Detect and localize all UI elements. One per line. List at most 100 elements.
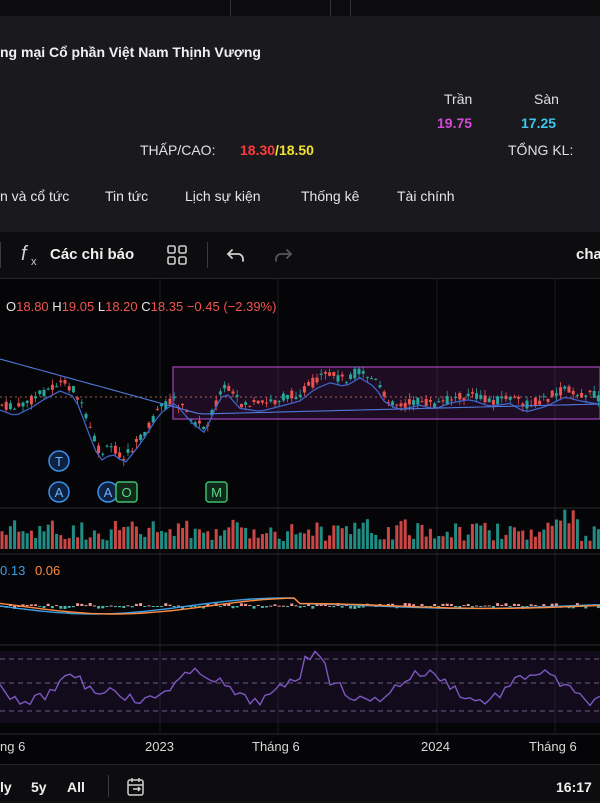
- marker-a[interactable]: A: [97, 481, 119, 503]
- tab-dividends[interactable]: n và cổ tức: [0, 188, 70, 204]
- volume-bar: [172, 535, 176, 549]
- candle-body: [227, 386, 231, 391]
- macd-bar: [357, 606, 361, 608]
- candle-body: [386, 402, 390, 404]
- candle-body: [244, 402, 248, 405]
- signal-line: [0, 597, 600, 615]
- macd-bar: [479, 606, 483, 607]
- macd-bar: [155, 606, 159, 607]
- candle-body: [395, 404, 399, 406]
- macd-bar: [197, 606, 201, 607]
- low-label: L: [97, 299, 106, 314]
- x-tick-label: Tháng 6: [529, 739, 577, 754]
- volume-bar: [71, 525, 75, 549]
- volume-bar: [202, 532, 206, 549]
- x-tick-label: ng 6: [0, 739, 25, 754]
- fx-icon[interactable]: f x: [20, 240, 42, 268]
- macd-bar: [130, 606, 134, 608]
- volume-bar: [67, 538, 71, 549]
- range-5y[interactable]: 5y: [31, 779, 47, 795]
- candle-body: [328, 372, 332, 376]
- candle-body: [134, 438, 138, 443]
- candle-body: [420, 401, 424, 403]
- volume-bar: [17, 531, 21, 549]
- volume-bar: [319, 526, 323, 549]
- volume-bar: [76, 537, 80, 549]
- candle-body: [248, 405, 252, 407]
- volume-bar: [521, 530, 525, 549]
- macd-bar: [29, 604, 33, 606]
- candle-body: [512, 396, 516, 398]
- macd-bar: [340, 606, 344, 608]
- candle-body: [147, 422, 151, 428]
- macd-bar: [294, 605, 298, 607]
- macd-bar: [84, 605, 88, 607]
- candle-body: [424, 398, 428, 406]
- volume-bar: [134, 526, 138, 549]
- volume-bar: [517, 531, 521, 549]
- candle-body: [428, 399, 432, 402]
- candle-body: [185, 410, 189, 412]
- volume-bar: [437, 535, 441, 549]
- candle-body: [294, 397, 298, 399]
- tab-financials[interactable]: Tài chính: [397, 188, 455, 204]
- macd-bar: [55, 605, 59, 607]
- candle-body: [38, 390, 42, 394]
- macd-bar: [361, 606, 365, 608]
- candle-body: [92, 435, 96, 442]
- ceiling-price: 19.75: [437, 115, 473, 131]
- volume-bar: [38, 526, 42, 549]
- volume-bar: [105, 540, 109, 549]
- volume-bar: [407, 535, 411, 549]
- marker-t[interactable]: T: [48, 450, 70, 472]
- range-1y[interactable]: ly: [0, 779, 12, 795]
- candle-body: [378, 385, 382, 388]
- macd-bar: [286, 606, 290, 607]
- indicators-button[interactable]: Các chỉ báo: [50, 246, 135, 263]
- range-all[interactable]: All: [67, 779, 85, 795]
- volume-bar: [382, 539, 386, 549]
- candle-body: [533, 397, 537, 406]
- macd-bar: [517, 604, 521, 606]
- volume-bar: [29, 530, 33, 549]
- tab-statistics[interactable]: Thống kê: [301, 188, 360, 204]
- marker-m[interactable]: M: [205, 481, 228, 503]
- macd-bar: [433, 604, 437, 606]
- candle-body: [101, 453, 105, 455]
- date-range-icon[interactable]: [125, 776, 147, 798]
- volume-bar: [542, 529, 546, 549]
- candle-body: [71, 386, 75, 393]
- candle-body: [63, 380, 67, 384]
- templates-icon[interactable]: [166, 244, 188, 266]
- undo-icon[interactable]: [225, 244, 247, 266]
- tab-events[interactable]: Lịch sự kiện: [185, 188, 261, 204]
- candle-body: [181, 403, 185, 406]
- chart-canvas[interactable]: T A A O M ng 6 2023 Tháng 6 2: [0, 279, 600, 764]
- volume-bar: [185, 520, 189, 549]
- candle-body: [256, 400, 260, 404]
- candle-body: [580, 392, 584, 398]
- volume-bar: [433, 538, 437, 549]
- candle-body: [500, 396, 504, 399]
- volume-bar: [479, 525, 483, 549]
- candle-body: [277, 401, 281, 403]
- chart-type-button[interactable]: cha: [576, 246, 600, 263]
- tab-news[interactable]: Tin tức: [105, 188, 149, 204]
- macd-bar: [575, 603, 579, 606]
- svg-text:f: f: [21, 243, 29, 265]
- marker-a[interactable]: A: [48, 481, 70, 503]
- volume-bar: [412, 538, 416, 549]
- macd-bar: [118, 606, 122, 608]
- low-value: 18.20: [105, 299, 138, 314]
- volume-bar: [336, 525, 340, 549]
- open-value: 18.80: [16, 299, 49, 314]
- volume-bar: [59, 535, 63, 549]
- candle-body: [235, 395, 239, 397]
- price-chart[interactable]: T A A O M ng 6 2023 Tháng 6 2: [0, 279, 600, 764]
- candle-body: [554, 393, 558, 396]
- marker-o[interactable]: O: [115, 481, 138, 503]
- macd-bar: [428, 606, 432, 607]
- close-label: C: [141, 299, 151, 314]
- macd-bar: [42, 606, 46, 609]
- macd-bar: [139, 603, 143, 606]
